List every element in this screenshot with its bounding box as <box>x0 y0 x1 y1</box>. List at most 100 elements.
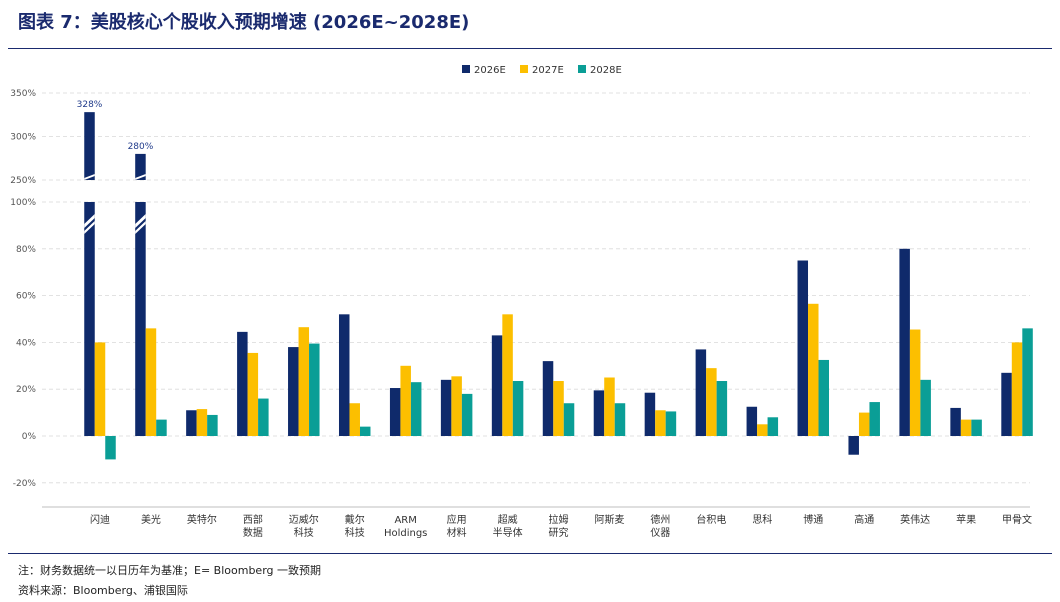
bar-2028E <box>207 414 218 436</box>
bar-2027E <box>808 303 819 436</box>
category-label: 阿斯麦 <box>594 513 624 526</box>
bar-2026E <box>899 248 910 436</box>
bar-2028E <box>767 417 779 436</box>
legend-label: 2026E <box>474 65 506 76</box>
y-axis: 350% 300% 250% 100% 80% 60% 40% 20% 0% -20% <box>10 89 1030 508</box>
bar-chart: 350% 300% 250% 100% 80% 60% 40% 20% 0% -20% 328% 2… <box>0 52 1060 552</box>
bar-2026E-upper <box>135 153 146 180</box>
category-label: 科技 <box>345 526 365 539</box>
axis-break-mark <box>84 221 95 234</box>
bar-2027E <box>553 381 564 436</box>
bar-2026E <box>389 388 401 436</box>
bar-2028E <box>410 382 422 436</box>
y-tick-label: 100% <box>10 198 36 208</box>
bar-2028E <box>869 402 880 436</box>
category-label: 研究 <box>549 526 569 539</box>
axis-break-mark <box>84 214 95 228</box>
category-label: 甲骨文 <box>1002 513 1032 526</box>
bar-2027E <box>247 352 259 436</box>
category-label: 思科 <box>752 513 772 526</box>
category-label: 英特尔 <box>187 513 217 526</box>
bar-2027E <box>757 424 768 436</box>
bar-2027E <box>145 328 157 436</box>
data-label: 280% <box>128 142 154 152</box>
axis-break-mark <box>135 214 146 228</box>
category-label: 应用 <box>447 513 467 526</box>
y-tick-label: 350% <box>10 89 36 99</box>
bar-2027E <box>502 314 513 436</box>
category-label: 苹果 <box>956 513 976 526</box>
bar-2026E <box>1001 372 1012 436</box>
bar-2028E <box>461 393 473 436</box>
category-label: 美光 <box>141 513 161 526</box>
bar-2028E <box>1022 328 1033 436</box>
bar-2028E <box>309 343 320 436</box>
y-tick-label: -20% <box>13 479 37 489</box>
bar-2027E <box>909 329 921 436</box>
bar-2026E <box>797 260 809 436</box>
bar-2026E <box>695 349 707 436</box>
source-note: 资料来源：Bloomberg、浦银国际 <box>18 584 188 597</box>
bar-2026E <box>848 436 859 455</box>
bar-2026E <box>84 202 95 436</box>
bar-2026E <box>288 347 299 436</box>
bar-2028E <box>105 436 116 460</box>
category-label: 台积电 <box>696 513 726 526</box>
bar-2026E <box>593 390 605 436</box>
bar-2026E <box>440 379 452 436</box>
axis-break-mark <box>135 221 146 234</box>
bar-2028E <box>258 398 269 436</box>
bar-2028E <box>920 379 931 436</box>
bar-2026E <box>644 392 656 436</box>
bar-2027E <box>706 368 717 436</box>
category-label: Holdings <box>384 528 427 539</box>
bar-2028E <box>614 403 626 436</box>
bar-2027E <box>655 410 666 436</box>
bar-2027E <box>858 412 870 436</box>
bar-2026E <box>186 410 197 436</box>
y-tick-label: 0% <box>22 432 37 442</box>
bar-2027E <box>94 342 106 436</box>
bar-2026E <box>338 314 350 436</box>
category-label: 德州 <box>650 513 670 526</box>
bar-2028E <box>818 359 830 436</box>
axis-break-mark <box>84 174 95 180</box>
bars: 328% 280% <box>77 100 1033 460</box>
category-label: 迈威尔 <box>289 513 319 526</box>
bar-2028E <box>971 419 982 436</box>
category-label: 英伟达 <box>900 513 930 526</box>
bar-2027E <box>1011 342 1023 436</box>
y-tick-label: 20% <box>16 385 36 395</box>
axis-break-mark <box>135 174 146 180</box>
chart-svg: 350% 300% 250% 100% 80% 60% 40% 20% 0% -20% 328% 2… <box>10 65 1033 539</box>
bar-2027E <box>298 327 310 436</box>
category-label: 超威 <box>498 513 518 526</box>
category-label: ARM <box>394 515 416 526</box>
category-label: 闪迪 <box>90 513 110 526</box>
y-tick-label: 40% <box>16 338 36 348</box>
y-tick-label: 300% <box>10 133 36 143</box>
bar-2026E <box>746 406 758 436</box>
legend-label: 2027E <box>532 65 564 76</box>
chart-title: 图表 7：美股核心个股收入预期增速 (2026E~2028E) <box>18 12 470 33</box>
bar-2026E <box>135 202 146 436</box>
bar-2028E <box>359 426 371 436</box>
legend-swatch <box>520 65 528 73</box>
bar-2026E <box>237 331 248 436</box>
bar-2026E <box>491 335 503 436</box>
bar-2028E <box>716 381 728 436</box>
bar-2027E <box>349 403 360 436</box>
data-label: 328% <box>77 100 103 110</box>
category-label: 博通 <box>803 513 823 526</box>
category-label: 仪器 <box>650 527 670 539</box>
bar-2027E <box>451 376 462 436</box>
legend: 2026E 2027E 2028E <box>462 65 622 76</box>
category-label: 科技 <box>294 526 314 539</box>
y-tick-label: 80% <box>16 245 36 255</box>
bar-2028E <box>665 411 677 436</box>
y-tick-label: 60% <box>16 292 36 302</box>
bar-2028E <box>563 403 575 436</box>
bar-2026E <box>950 407 961 436</box>
category-label: 高通 <box>854 513 874 526</box>
bar-2028E <box>512 381 524 436</box>
